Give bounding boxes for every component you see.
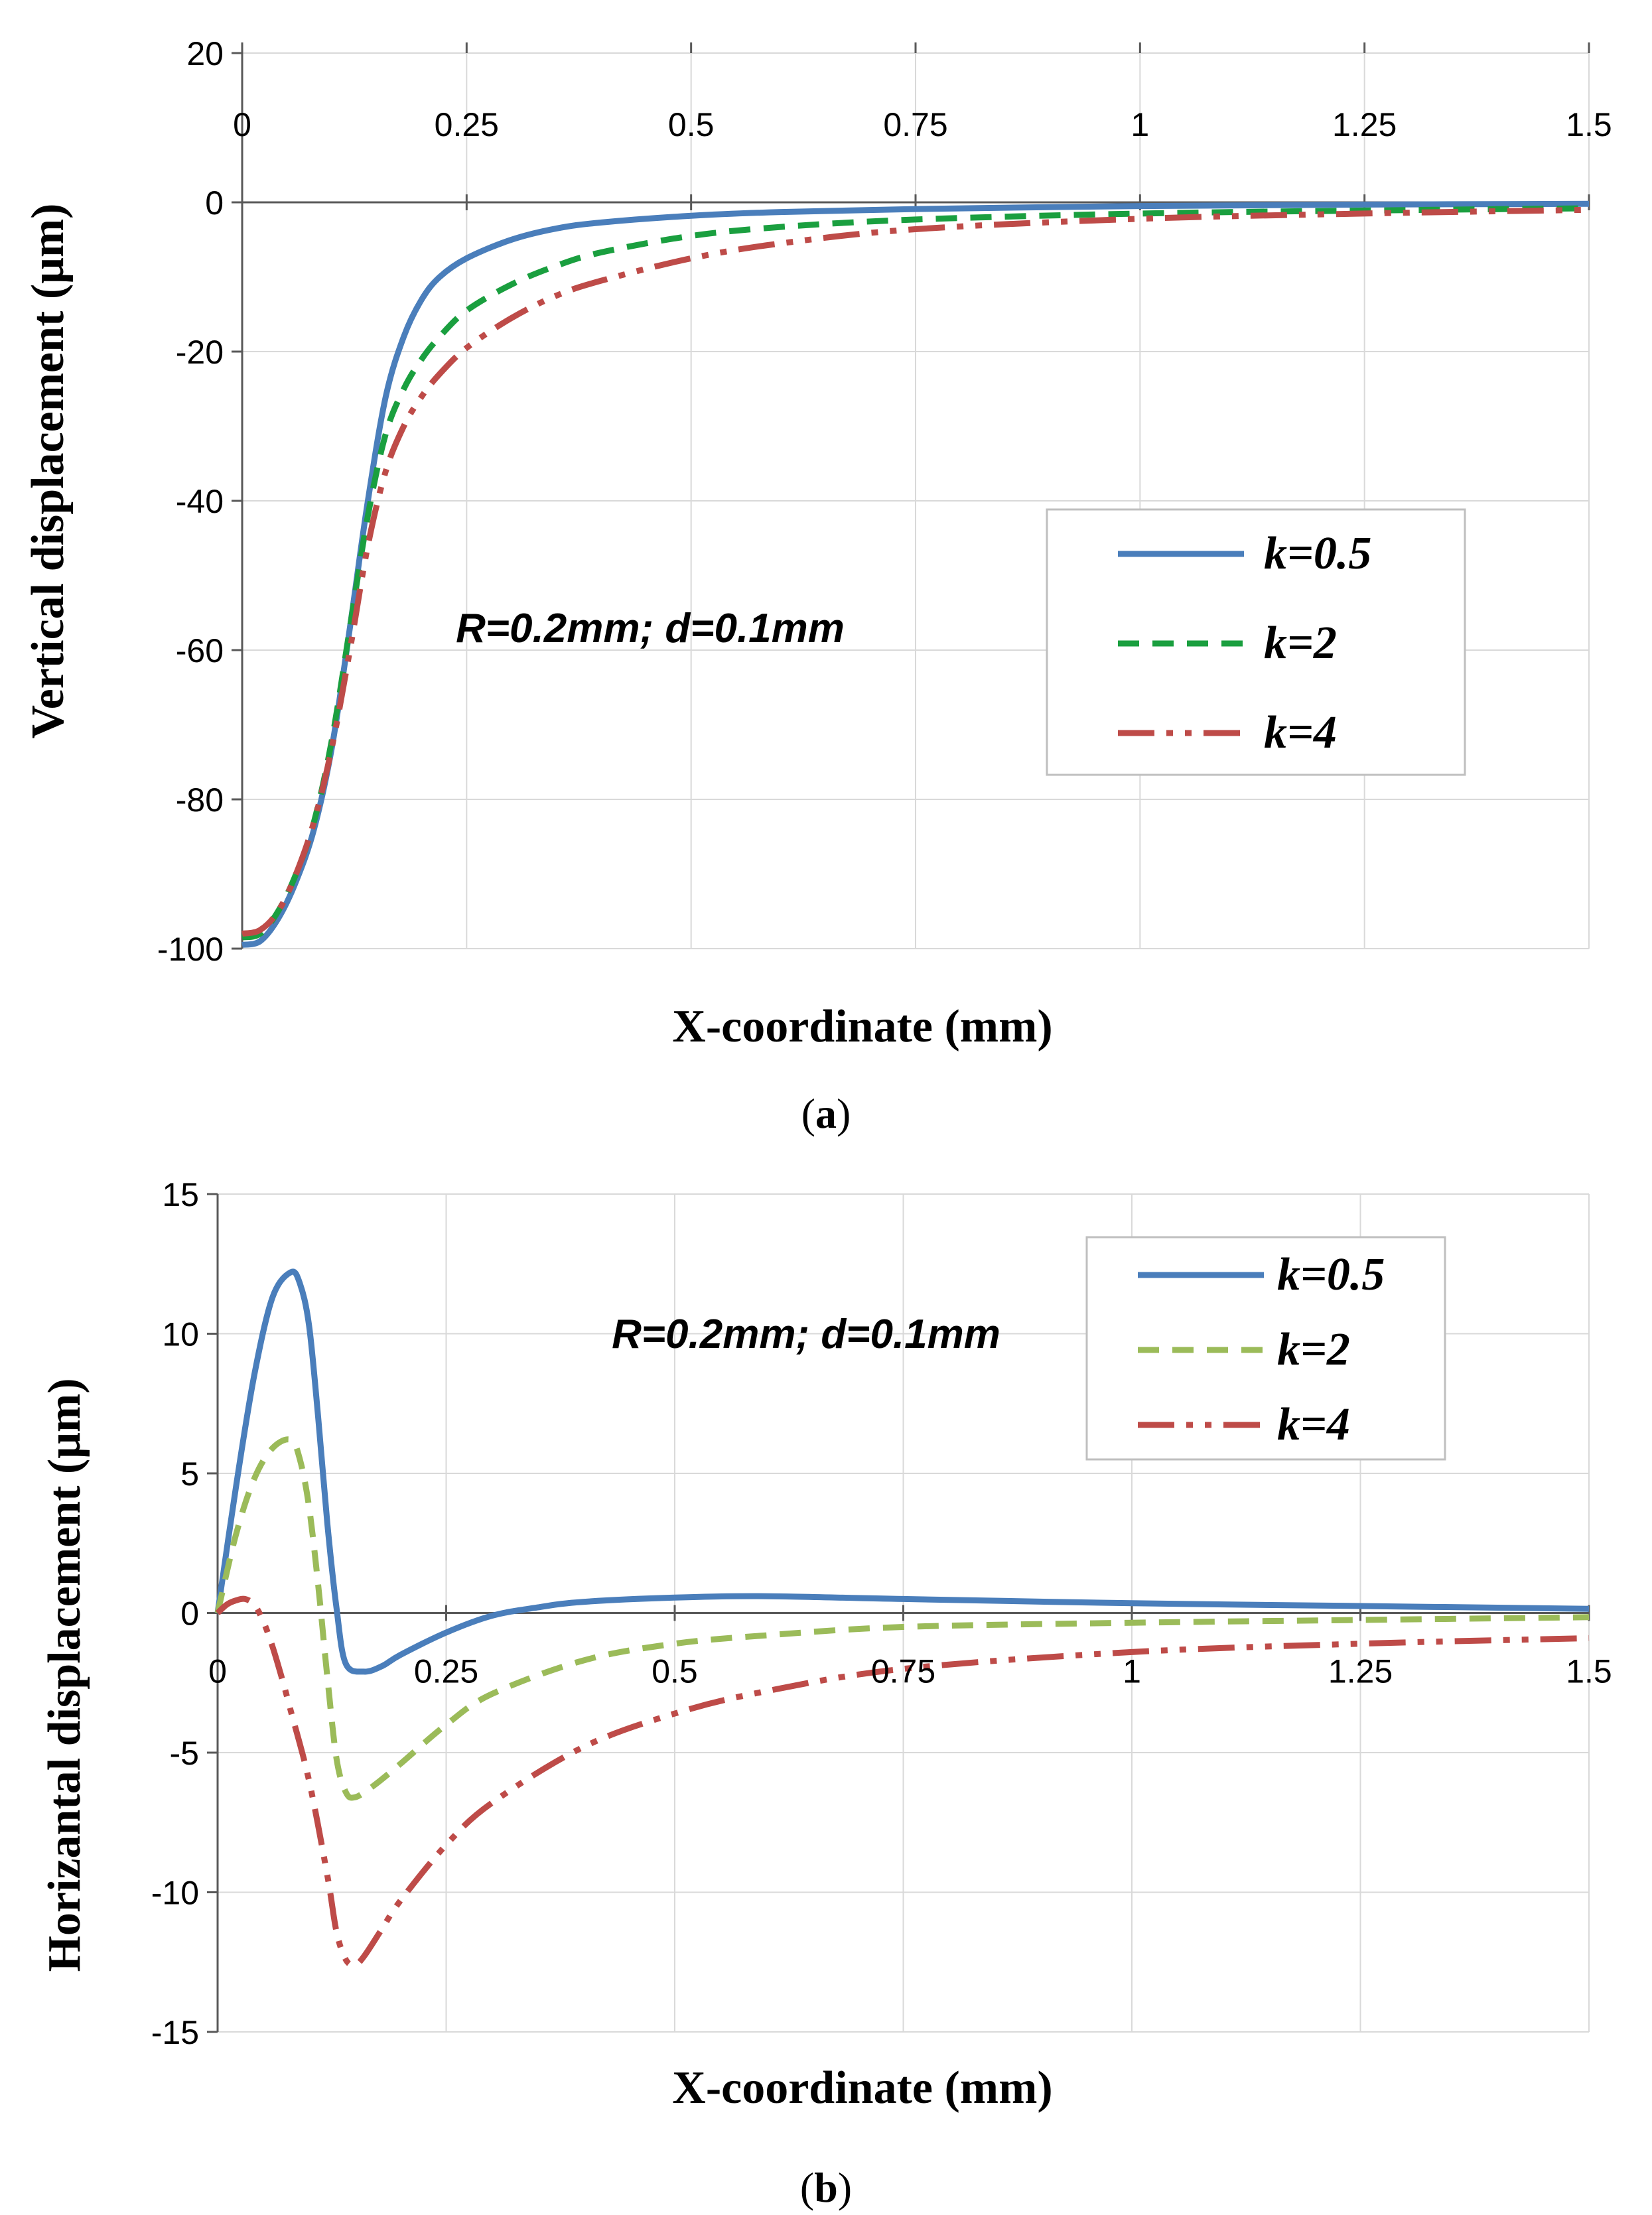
y-tick-label: -80 [176, 781, 224, 819]
y-tick-label: -60 [176, 632, 224, 669]
panel-label-a: (a) [801, 1090, 851, 1137]
y-tick-label: 5 [180, 1455, 199, 1493]
series-line-k-4 [215, 1595, 1590, 1968]
legend-label-k05: k=0.5 [1277, 1249, 1385, 1300]
gridlines [242, 52, 1590, 949]
series-line-k-4 [241, 206, 1590, 937]
legend-box [1046, 508, 1466, 776]
y-tick-label: -100 [157, 931, 224, 968]
chart-annotation: R=0.2mm; d=0.1mm [612, 1311, 1000, 1357]
y-tick-label: -15 [151, 2014, 199, 2051]
y-axis-title: Vertical displacement (μm) [23, 204, 74, 739]
chart-annotation: R=0.2mm; d=0.1mm [456, 606, 845, 651]
legend-label-k05: k=0.5 [1264, 528, 1371, 579]
y-tick-label: 15 [162, 1176, 199, 1213]
legend-label-k2: k=2 [1264, 618, 1337, 669]
legend: k=0.5 k=2 k=4 [1046, 508, 1466, 776]
legend: k=0.5 k=2 k=4 [1085, 1236, 1446, 1461]
y-tick-label: -5 [170, 1735, 199, 1772]
x-tick-label: 1.5 [1566, 106, 1612, 143]
legend-label-k4: k=4 [1264, 707, 1337, 758]
x-tick-label: 1.5 [1566, 1653, 1612, 1690]
series-lines [214, 1268, 1590, 1968]
series-line-k-0-5 [214, 1268, 1590, 1675]
legend-label-k2: k=2 [1277, 1324, 1350, 1375]
x-tick-label: 0.5 [652, 1653, 698, 1690]
y-tick-label: 20 [186, 35, 224, 72]
x-tick-label: 1 [1123, 1653, 1141, 1690]
series-lines [241, 200, 1590, 948]
y-tick-label: 0 [205, 184, 224, 222]
axes [232, 42, 1590, 950]
series-line-k-2 [214, 1436, 1590, 1801]
x-tick-label: 1.25 [1332, 106, 1397, 143]
x-tick-label: 0.75 [871, 1653, 935, 1690]
y-tick-label: 0 [180, 1595, 199, 1633]
x-tick-label: 0 [233, 106, 251, 143]
legend-label-k4: k=4 [1277, 1399, 1350, 1450]
tick-labels: 15 10 5 0 -5 -10 -15 0 0.25 0.5 0.75 1 1.25 1.5 [151, 1176, 1612, 2051]
y-tick-label: -10 [151, 1875, 199, 1912]
x-tick-label: 0.5 [668, 106, 715, 143]
series-line-k-2 [241, 205, 1590, 941]
panel-a: 20 0 -20 -40 -60 -80 -100 0 0.25 0.5 0.75 1 1.25 1.5 … [23, 35, 1612, 1137]
x-tick-label: 0.25 [414, 1653, 478, 1690]
x-tick-label: 0 [208, 1653, 227, 1690]
x-axis-title: X-coordinate (mm) [672, 2062, 1052, 2114]
x-tick-label: 1.25 [1328, 1653, 1393, 1690]
series-line-k-0-5 [241, 200, 1590, 948]
y-tick-label: -20 [176, 334, 224, 371]
x-tick-label: 1 [1131, 106, 1149, 143]
panel-b: 15 10 5 0 -5 -10 -15 0 0.25 0.5 0.75 1 1.25 1.5 X-coo… [0, 1141, 1652, 2215]
panel-label-b: (b) [800, 2164, 852, 2211]
x-tick-label: 0.25 [435, 106, 499, 143]
x-tick-label: 0.75 [883, 106, 947, 143]
x-axis-title: X-coordinate (mm) [672, 1001, 1052, 1052]
horizontal-displacement-chart: 15 10 5 0 -5 -10 -15 0 0.25 0.5 0.75 1 1.25 1.5 X-coo… [39, 1176, 1612, 2211]
y-tick-label: -40 [176, 483, 224, 520]
y-tick-label: 10 [162, 1316, 199, 1353]
y-axis-title: Horizantal displacement (μm) [39, 1378, 90, 1972]
